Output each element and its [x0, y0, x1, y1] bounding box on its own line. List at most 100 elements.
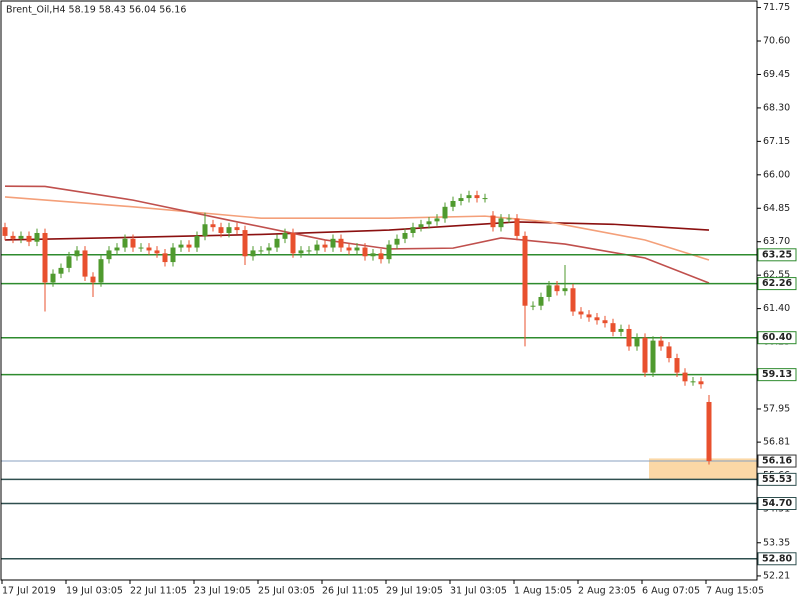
- candle-body: [34, 232, 40, 242]
- candle-body: [226, 227, 232, 233]
- candle-body: [514, 218, 520, 236]
- candle-body: [90, 276, 96, 283]
- price-label: 62.26: [762, 278, 792, 289]
- price-label-box: [757, 497, 797, 511]
- x-tick-label: 25 Jul 03:05: [258, 586, 315, 597]
- candle-body: [618, 328, 624, 332]
- price-label-box: [757, 472, 797, 486]
- candle-body: [122, 238, 128, 248]
- y-tick-label: 62.55: [763, 270, 790, 281]
- candle-body: [202, 224, 208, 236]
- x-tick-label: 26 Jul 11:05: [322, 586, 379, 597]
- candle-body: [2, 227, 8, 236]
- x-tick-label: 1 Aug 15:05: [514, 586, 572, 597]
- candle-body: [458, 198, 464, 201]
- x-tick-label: 23 Jul 19:05: [194, 586, 251, 597]
- candle-body: [482, 198, 488, 200]
- y-tick-label: 57.95: [763, 403, 790, 414]
- candle-body: [698, 381, 704, 385]
- candle-body: [378, 253, 384, 260]
- price-label-box: [757, 248, 797, 262]
- candle-body: [674, 358, 680, 373]
- price-label: 55.53: [762, 474, 792, 485]
- candle-body: [562, 288, 568, 292]
- candle-body: [522, 235, 528, 306]
- y-tick-label: 69.45: [763, 69, 790, 80]
- candle-body: [466, 195, 472, 199]
- candle-body: [138, 247, 144, 249]
- candle-body: [346, 247, 352, 251]
- candle-body: [50, 273, 56, 283]
- price-label: 63.25: [762, 249, 792, 260]
- y-tick-label: 66.00: [763, 169, 790, 180]
- x-tick-label: 7 Aug 15:05: [706, 586, 764, 597]
- price-label: 59.13: [762, 369, 792, 380]
- y-tick-label: 67.15: [763, 136, 790, 147]
- x-tick-label: 19 Jul 03:05: [66, 586, 123, 597]
- candle-body: [258, 250, 264, 252]
- candle-body: [234, 227, 240, 231]
- candle-body: [538, 296, 544, 306]
- candle-body: [26, 235, 32, 242]
- y-tick-label: 63.70: [763, 236, 790, 247]
- candle-body: [370, 253, 376, 257]
- x-tick-label: 2 Aug 23:05: [578, 586, 636, 597]
- candle-body: [114, 247, 120, 251]
- chart-title: Brent_Oil,H4 58.19 58.43 56.04 56.16: [6, 5, 186, 16]
- y-tick-label: 52.21: [763, 570, 790, 581]
- candle-body: [10, 235, 16, 239]
- candle-body: [306, 250, 312, 252]
- candle-body: [130, 238, 136, 248]
- candle-body: [298, 250, 304, 254]
- candle-body: [578, 311, 584, 315]
- y-tick-label: 68.30: [763, 102, 790, 113]
- candle-body: [330, 238, 336, 248]
- candle-body: [218, 227, 224, 233]
- candle-body: [642, 337, 648, 373]
- y-tick-label: 56.81: [763, 437, 790, 448]
- candle-body: [186, 244, 192, 248]
- candle-body: [194, 235, 200, 248]
- candle-body: [410, 227, 416, 233]
- candle-body: [506, 218, 512, 220]
- candle-body: [82, 250, 88, 277]
- candle-body: [242, 230, 248, 257]
- candle-body: [290, 232, 296, 254]
- candle-body: [546, 285, 552, 297]
- candle-body: [554, 285, 560, 292]
- candle-body: [322, 244, 328, 248]
- candle-body: [338, 238, 344, 248]
- candle-body: [594, 317, 600, 321]
- price-label-box: [757, 368, 797, 382]
- candle-body: [666, 346, 672, 359]
- candle-body: [146, 247, 152, 251]
- candle-body: [706, 401, 712, 462]
- candle-body: [634, 337, 640, 347]
- zone: [649, 458, 757, 479]
- candle-body: [266, 247, 272, 251]
- price-label-box: [757, 552, 797, 566]
- candle-body: [658, 340, 664, 347]
- x-tick-label: 29 Jul 19:05: [386, 586, 443, 597]
- y-tick-label: 71.75: [763, 2, 790, 13]
- candle-body: [354, 247, 360, 251]
- plot-border: [0, 0, 758, 581]
- candle-body: [314, 244, 320, 251]
- candle-body: [498, 218, 504, 228]
- candle-body: [66, 256, 72, 268]
- candle-body: [154, 250, 160, 254]
- candle-body: [682, 372, 688, 382]
- candle-body: [386, 244, 392, 260]
- price-label: 60.40: [762, 332, 792, 343]
- candle-body: [434, 218, 440, 222]
- price-label: 52.80: [762, 553, 792, 564]
- candle-body: [58, 267, 64, 274]
- candle-body: [570, 288, 576, 312]
- x-tick-label: 31 Jul 03:05: [450, 586, 507, 597]
- candle-body: [530, 305, 536, 307]
- candle-body: [474, 195, 480, 199]
- y-tick-label: 70.60: [763, 36, 790, 47]
